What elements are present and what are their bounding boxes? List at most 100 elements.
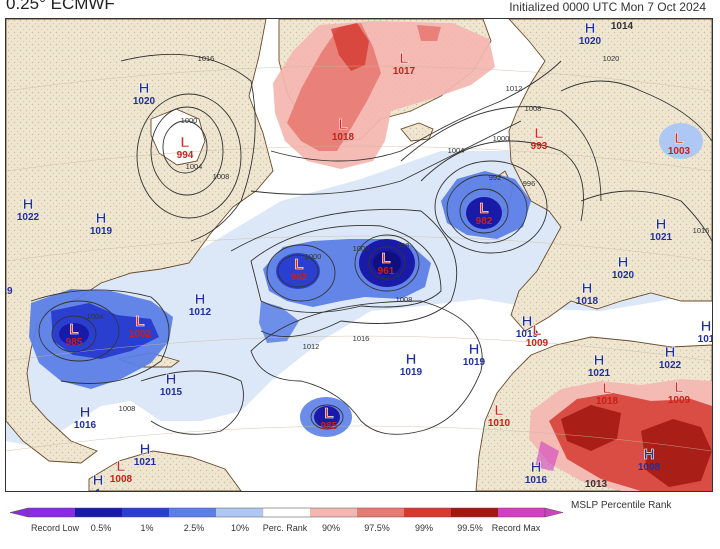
pressure-value: 1012 <box>189 307 212 318</box>
high-symbol: H <box>531 459 542 476</box>
pressure-value: 1010 <box>488 418 511 429</box>
high-symbol: H <box>96 210 107 227</box>
land-europe <box>508 19 712 332</box>
high-symbol: H <box>585 20 596 37</box>
high-pressure-center: H1 <box>92 472 103 491</box>
pressure-value: 1003 <box>668 146 691 157</box>
pressure-value: 994 <box>177 150 194 161</box>
legend-swatch <box>498 508 546 517</box>
pressure-value: 1009 <box>526 338 549 349</box>
legend-tick-label: Record Max <box>492 523 541 533</box>
legend-swatch <box>310 508 358 517</box>
pressure-value: 1016 <box>525 475 548 486</box>
pressure-value: 1021 <box>650 232 673 243</box>
legend-arrow-right <box>544 507 564 518</box>
low-symbol: L <box>399 50 408 67</box>
pressure-value: 1020 <box>133 96 156 107</box>
low-symbol: L <box>674 130 683 147</box>
isobar-label: 1016 <box>693 226 710 235</box>
high-symbol: H <box>140 441 151 458</box>
low-symbol: L <box>294 256 303 273</box>
pressure-value: 1016 <box>74 420 97 431</box>
positive-anomaly-africa <box>529 379 712 491</box>
isobar-label: 1008 <box>119 404 136 413</box>
grid-lines <box>6 65 712 452</box>
low-symbol: L <box>116 458 125 475</box>
pressure-value: 982 <box>476 216 493 227</box>
legend-swatch <box>75 508 123 517</box>
isobar-label: 1004 <box>87 312 104 321</box>
edge-labels: 1014 1013 19 <box>6 21 634 490</box>
legend-tick-label: 10% <box>231 523 249 533</box>
edge-pressure-label: 1014 <box>611 21 634 32</box>
pressure-value: 1020 <box>612 270 635 281</box>
legend-swatch <box>122 508 170 517</box>
pressure-value: 985 <box>321 421 338 432</box>
high-symbol: H <box>594 352 605 369</box>
weather-map: H 1020 L 994 H 1022 H 1019 L 1017 L 1018 H 1020 L 993 L 1… <box>5 18 713 492</box>
isobar-label: 1016 <box>198 54 215 63</box>
pressure-value: 1022 <box>659 360 682 371</box>
legend-tick-label: Record Low <box>31 523 80 533</box>
isobar-label: 1000 <box>493 134 510 143</box>
pressure-value: 1020 <box>579 36 602 47</box>
legend-tick-label: 0.5% <box>91 523 112 533</box>
isobar-label: 1016 <box>353 334 370 343</box>
low-symbol: L <box>338 116 347 133</box>
legend-swatch <box>28 508 76 517</box>
high-symbol: H <box>195 291 206 308</box>
isobar-label: 1008 <box>525 104 542 113</box>
legend-bar: Record Low 0.5% 1% 2.5% 10% Perc. Rank 90% 97.5… <box>9 507 564 533</box>
isobar-label: 1008 <box>213 172 230 181</box>
isobar-label: 992 <box>489 173 502 182</box>
legend-swatch <box>262 507 311 518</box>
legend-arrow-left <box>9 507 29 518</box>
pressure-value: 1008 <box>638 462 661 473</box>
isobar-label: 1012 <box>303 342 320 351</box>
model-title: 0.25° ECMWF <box>6 0 115 13</box>
pressure-value: 1002 <box>129 329 152 340</box>
high-symbol: H <box>139 80 150 97</box>
legend: Record Low 0.5% 1% 2.5% 10% Perc. Rank 90% 97.5… <box>0 497 720 544</box>
low-symbol: L <box>324 405 333 422</box>
legend-swatches <box>9 507 564 518</box>
high-symbol: H <box>644 446 655 463</box>
high-symbol: H <box>166 371 177 388</box>
high-symbol: H <box>469 341 480 358</box>
isobar-label: 1000 <box>305 252 322 261</box>
isobar-label: 1008 <box>396 295 413 304</box>
pressure-value: 1021 <box>588 368 611 379</box>
low-symbol: L <box>479 200 488 217</box>
high-symbol: H <box>656 216 667 233</box>
high-symbol: H <box>618 254 629 271</box>
legend-tick-label: 99.5% <box>457 523 483 533</box>
legend-tick-label: Perc. Rank <box>263 523 308 533</box>
pressure-value: 1021 <box>134 457 157 468</box>
pressure-value: 1018 <box>576 296 599 307</box>
low-symbol: L <box>674 379 683 396</box>
pressure-value: 1015 <box>160 387 183 398</box>
legend-tick-label: 99% <box>415 523 433 533</box>
legend-tick-label: 97.5% <box>364 523 390 533</box>
